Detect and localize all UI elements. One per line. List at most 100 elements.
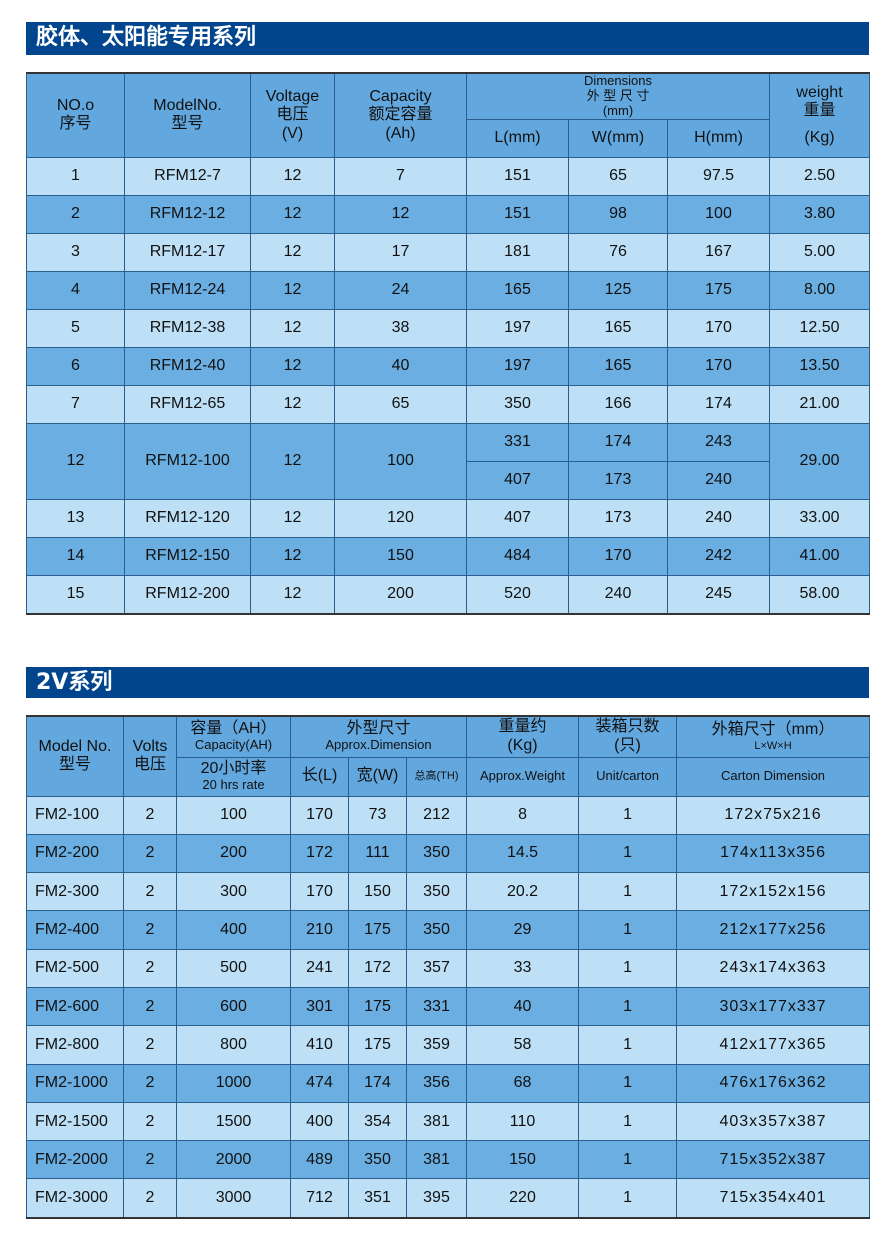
row-weight: 40 [466, 986, 580, 1027]
row-capacity: 800 [176, 1025, 291, 1065]
row-height: 350 [405, 872, 468, 912]
row-weight: 41.00 [769, 536, 871, 576]
row-carton: 715x352x387 [676, 1140, 871, 1180]
table-row: 6 RFM12-40 12 40 197 165 170 13.50 [26, 346, 871, 386]
row-width: 98 [568, 194, 668, 234]
row-height: 170 [666, 308, 771, 348]
row-weight: 5.00 [769, 232, 871, 272]
row-no: 12 [26, 422, 125, 500]
row-model: FM2-300 [26, 872, 124, 912]
row-length: 520 [466, 574, 569, 615]
row-height: 350 [405, 910, 468, 950]
row-length: 474 [290, 1063, 349, 1103]
row-voltage: 12 [250, 422, 335, 500]
row-units: 1 [578, 1178, 678, 1219]
row-weight: 2.50 [769, 156, 871, 196]
row-weight: 14.5 [466, 833, 580, 874]
row-weight: 8 [466, 795, 580, 835]
header-rate: 20小时率 20 hrs rate [176, 756, 291, 797]
row-voltage: 12 [250, 270, 335, 310]
row-capacity: 2000 [176, 1140, 291, 1180]
row-capacity: 300 [176, 872, 291, 912]
row-length: 350 [466, 384, 569, 424]
row-volts: 2 [123, 1025, 177, 1065]
row-weight: 58 [466, 1025, 580, 1065]
row-model: RFM12-17 [124, 232, 251, 272]
row-width: 350 [348, 1140, 407, 1180]
row-units: 1 [578, 1063, 678, 1103]
table-row: 14 RFM12-150 12 150 484 170 242 41.00 [26, 536, 871, 576]
table-row: FM2-200 2 200 172 111 350 14.5 1 174x113x356 [26, 833, 871, 874]
row-model: FM2-200 [26, 833, 124, 874]
row-height: 395 [405, 1178, 468, 1219]
row-model: FM2-1500 [26, 1101, 124, 1142]
row-height: 167 [666, 232, 771, 272]
row-units: 1 [578, 795, 678, 835]
row-width: 150 [348, 872, 407, 912]
row-voltage: 12 [250, 536, 335, 576]
table-row: 1 RFM12-7 12 7 151 65 97.5 2.50 [26, 156, 871, 196]
row-width: 172 [348, 948, 407, 988]
header-no: NO.o 序号 [26, 72, 125, 158]
row-length: 181 [466, 232, 569, 272]
header-l: 长(L) [290, 756, 349, 797]
header-capacity: 容量（AH） Capacity(AH) [176, 715, 291, 758]
header-volts: Volts 电压 [123, 715, 177, 797]
section2-title: 2V系列 [26, 667, 869, 698]
header-unit-en: Unit/carton [578, 756, 678, 797]
row-width: 65 [568, 156, 668, 196]
row-model: RFM12-150 [124, 536, 251, 576]
header-carton-en: Carton Dimension [676, 756, 871, 797]
row-units: 1 [578, 986, 678, 1027]
row-length: 172 [290, 833, 349, 874]
row-volts: 2 [123, 910, 177, 950]
row-volts: 2 [123, 795, 177, 835]
header-model: ModelNo. 型号 [124, 72, 251, 158]
row-height: 350 [405, 833, 468, 874]
table-row: 3 RFM12-17 12 17 181 76 167 5.00 [26, 232, 871, 272]
row-width: 165 [568, 308, 668, 348]
row-volts: 2 [123, 872, 177, 912]
row-no: 13 [26, 498, 125, 538]
row-height: 243 [666, 422, 771, 462]
table-row: 407 173 240 [27, 460, 870, 500]
row-width: 173 [568, 498, 668, 538]
row-voltage: 12 [250, 384, 335, 424]
row-model: RFM12-40 [124, 346, 251, 386]
row-capacity: 7 [334, 156, 467, 196]
row-model: RFM12-38 [124, 308, 251, 348]
row-height: 175 [666, 270, 771, 310]
2v-series-table: Model No. 型号 Volts 电压 容量（AH） Capacity(AH) 外… [26, 715, 871, 1219]
row-carton: 476x176x362 [676, 1063, 871, 1103]
row-no: 1 [26, 156, 125, 196]
row-length: 241 [290, 948, 349, 988]
row-voltage: 12 [250, 232, 335, 272]
row-width: 125 [568, 270, 668, 310]
row-width: 166 [568, 384, 668, 424]
row-height: 242 [666, 536, 771, 576]
row-capacity: 40 [334, 346, 467, 386]
row-height: 356 [405, 1063, 468, 1103]
row-carton: 172x152x156 [676, 872, 871, 912]
row-capacity: 400 [176, 910, 291, 950]
row-units: 1 [578, 872, 678, 912]
table-row: FM2-1500 2 1500 400 354 381 110 1 403x357x387 [26, 1101, 871, 1142]
row-height: 97.5 [666, 156, 771, 196]
row-carton: 243x174x363 [676, 948, 871, 988]
row-length: 170 [290, 795, 349, 835]
row-volts: 2 [123, 948, 177, 988]
header-dimension: 外型尺寸 Approx.Dimension [289, 715, 468, 758]
row-no: 15 [26, 574, 125, 615]
row-height: 245 [666, 574, 771, 615]
row-height: 331 [405, 986, 468, 1027]
row-length: 489 [290, 1140, 349, 1180]
row-model: FM2-400 [26, 910, 124, 950]
row-weight: 21.00 [769, 384, 871, 424]
row-width: 240 [568, 574, 668, 615]
row-voltage: 12 [250, 156, 335, 196]
row-capacity: 100 [176, 795, 291, 835]
table-row: FM2-800 2 800 410 175 359 58 1 412x177x365 [26, 1025, 871, 1065]
row-units: 1 [578, 910, 678, 950]
row-units: 1 [578, 833, 678, 874]
row-capacity: 38 [334, 308, 467, 348]
